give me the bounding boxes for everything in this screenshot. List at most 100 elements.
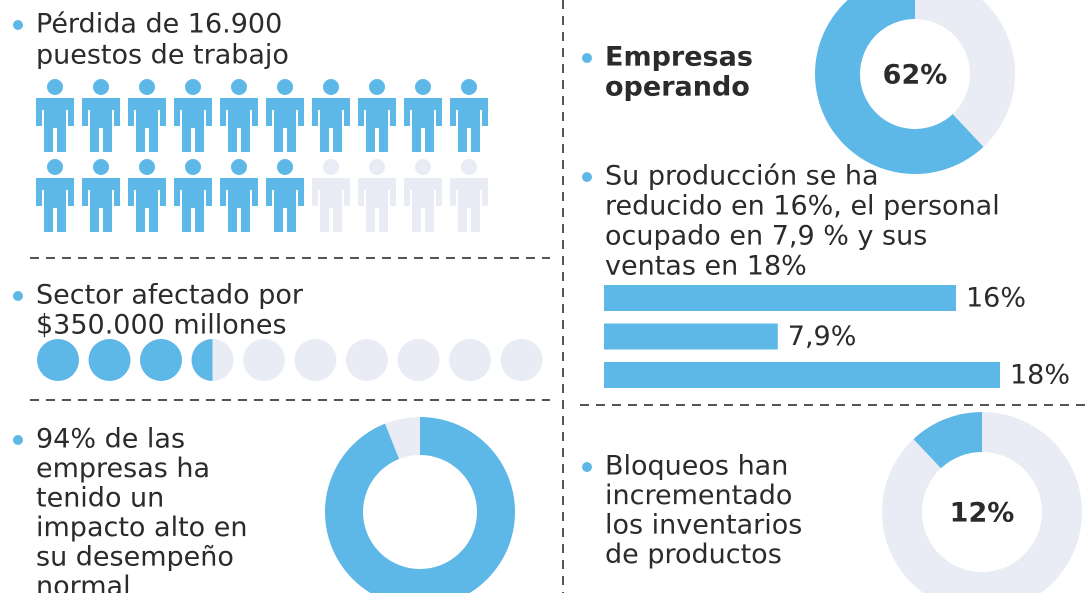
donut-label: 12%	[950, 498, 1015, 529]
bar	[604, 285, 956, 311]
bar-label: 18%	[1010, 360, 1070, 391]
person-icon	[82, 159, 120, 232]
text-line: normal	[36, 571, 131, 593]
bar	[604, 323, 778, 350]
person-body	[404, 178, 442, 232]
person-icon	[450, 159, 488, 232]
text-line: de productos	[605, 539, 782, 570]
person-icon	[404, 79, 442, 152]
circle-empty	[397, 339, 440, 381]
bar-label: 7,9%	[788, 321, 857, 352]
text-line: impacto alto en	[36, 512, 247, 543]
person-head	[277, 159, 293, 175]
person-head	[47, 79, 63, 95]
text-line: ventas en 18%	[605, 251, 807, 282]
text-line: los inventarios	[605, 510, 802, 541]
person-body	[266, 178, 304, 232]
person-head	[185, 159, 201, 175]
person-icon	[358, 79, 396, 152]
text-line: Pérdida de 16.900	[36, 9, 282, 40]
money-circle	[449, 339, 491, 381]
person-body	[82, 98, 120, 152]
bullet	[13, 291, 23, 301]
bullet	[582, 462, 592, 472]
text-line: Su producción se ha	[605, 161, 879, 192]
person-head	[47, 159, 63, 175]
person-body	[36, 98, 74, 152]
person-head	[369, 79, 385, 95]
circle-empty	[346, 339, 388, 381]
text-line: reducido en 16%, el personal	[605, 191, 1000, 222]
text-line: incrementado	[605, 480, 792, 511]
money-circle	[346, 339, 388, 381]
person-icon	[128, 159, 166, 232]
bullet	[582, 53, 592, 63]
person-head	[139, 79, 155, 95]
money-circle	[140, 339, 182, 381]
person-icon	[312, 159, 350, 232]
circle-empty	[449, 339, 491, 381]
text-line: operando	[605, 72, 750, 103]
person-head	[185, 79, 201, 95]
person-icon	[450, 79, 488, 152]
money-circle	[88, 339, 131, 381]
person-body	[128, 98, 166, 152]
text-line: tenido un	[36, 483, 164, 514]
text-line: Sector afectado por	[36, 280, 304, 311]
person-head	[93, 79, 109, 95]
person-head	[277, 79, 293, 95]
money-circle	[191, 339, 234, 381]
person-icon	[82, 79, 120, 152]
circle-empty	[294, 339, 337, 381]
text-line: su desempeño	[36, 542, 234, 573]
person-icon	[128, 79, 166, 152]
text-line: Bloqueos han	[605, 451, 788, 482]
person-body	[312, 178, 350, 232]
person-body	[450, 178, 488, 232]
money-circle	[397, 339, 440, 381]
money-circle	[37, 339, 79, 381]
person-body	[36, 178, 74, 232]
person-icon	[404, 159, 442, 232]
bar	[604, 362, 1000, 388]
person-body	[128, 178, 166, 232]
person-head	[323, 79, 339, 95]
person-icon	[36, 159, 74, 232]
person-head	[415, 159, 431, 175]
bar-label: 16%	[966, 283, 1026, 314]
donut-value	[913, 412, 982, 469]
text-line: Empresas	[605, 42, 753, 73]
bullet	[13, 20, 23, 30]
person-body	[266, 98, 304, 152]
circle-filled	[140, 339, 182, 381]
person-icon	[220, 79, 258, 152]
person-body	[358, 178, 396, 232]
person-head	[461, 159, 477, 175]
person-body	[220, 98, 258, 152]
person-icon	[358, 159, 396, 232]
bullet	[13, 435, 23, 445]
person-head	[231, 159, 247, 175]
text-line: $350.000 millones	[36, 310, 287, 341]
person-body	[220, 178, 258, 232]
circle-empty	[243, 339, 285, 381]
person-head	[461, 79, 477, 95]
person-body	[312, 98, 350, 152]
person-body	[174, 178, 212, 232]
text-line: empresas ha	[36, 453, 210, 484]
person-body	[358, 98, 396, 152]
person-icon	[174, 159, 212, 232]
text-line: 94% de las	[36, 424, 185, 455]
person-icon	[312, 79, 350, 152]
person-head	[323, 159, 339, 175]
circle-filled	[88, 339, 131, 381]
person-icon	[36, 79, 74, 152]
donut-value	[815, 0, 984, 174]
person-head	[139, 159, 155, 175]
person-body	[450, 98, 488, 152]
person-head	[231, 79, 247, 95]
bullet	[582, 172, 592, 182]
person-icon	[220, 159, 258, 232]
text-line: ocupado en 7,9 % y sus	[605, 221, 927, 252]
